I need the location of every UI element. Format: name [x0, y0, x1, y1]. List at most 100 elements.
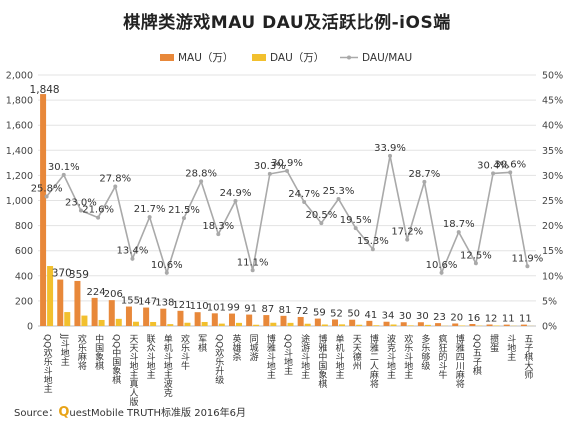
left-tick-label: 200 — [15, 296, 33, 307]
right-tick-label: 0% — [542, 322, 557, 333]
ratio-point — [302, 200, 307, 205]
mau-bar — [469, 323, 476, 326]
ratio-point — [336, 196, 341, 201]
left-tick-label: 600 — [15, 246, 33, 257]
ratio-point — [319, 221, 324, 226]
left-tick-label: 400 — [15, 271, 33, 282]
category-label: 单机斗地主 — [334, 333, 345, 379]
ratio-point — [181, 216, 186, 221]
category-label: QQ五子棋 — [471, 334, 482, 376]
right-tick-label: 15% — [542, 246, 563, 257]
left-tick-label: 800 — [15, 221, 33, 232]
mau-value-label: 59 — [313, 308, 326, 319]
mau-bar — [366, 320, 373, 326]
ratio-point — [422, 179, 427, 184]
category-label: 天天斗地主真人版 — [127, 334, 138, 407]
mau-value-label: 87 — [261, 304, 274, 315]
ratio-value-label: 17.2% — [391, 227, 423, 238]
mau-value-label: 72 — [296, 306, 309, 317]
category-label: 博雅二人麻将 — [368, 333, 379, 388]
mau-value-label: 20 — [450, 312, 463, 323]
source-text: uestMobile TRUTH标准版 2016年6月 — [69, 408, 247, 419]
ratio-value-label: 10.6% — [151, 260, 183, 271]
right-tick-label: 20% — [542, 221, 563, 232]
mau-value-label: 1,848 — [30, 84, 60, 96]
bars — [40, 94, 534, 327]
left-tick-label: 1,400 — [6, 146, 33, 157]
mau-value-label: 50 — [347, 309, 360, 320]
category-label: JJ斗地主 — [59, 333, 70, 366]
mau-bar — [280, 315, 287, 326]
ratio-point — [473, 261, 478, 266]
right-tick-label: 5% — [542, 296, 557, 307]
ratio-value-label: 15.3% — [357, 236, 389, 247]
category-label: 途游斗地主 — [299, 333, 310, 379]
right-tick-label: 35% — [542, 146, 563, 157]
category-label: 英雄杀 — [230, 333, 241, 361]
category-label: 欢乐斗牛 — [179, 333, 190, 371]
mau-bar — [417, 322, 424, 326]
mau-value-label: 41 — [364, 310, 377, 321]
dau-bar — [321, 324, 328, 326]
mau-bar — [332, 319, 339, 326]
right-axis: 0% 5% 10% 15% 20% 25% 30% 35% 40% 45% 50% — [542, 71, 563, 333]
mau-value-label: 11 — [519, 314, 532, 325]
mau-bar — [143, 307, 150, 326]
questmobile-logo-q: Q — [58, 405, 70, 420]
ratio-value-label: 24.9% — [220, 188, 252, 199]
dau-bar — [459, 325, 466, 326]
ratio-point — [78, 208, 83, 213]
mau-bar — [74, 280, 81, 326]
mau-bar — [211, 313, 218, 326]
ratio-point — [216, 232, 221, 237]
dau-bar — [493, 325, 500, 326]
mau-value-label: 110 — [190, 301, 209, 312]
left-axis: 0 200 400 600 800 1,000 1,200 1,400 1,600 1,800 2,… — [6, 71, 33, 333]
category-label: 斗地主 — [505, 334, 516, 361]
mau-bar — [228, 313, 235, 326]
ratio-value-label: 11.9% — [512, 253, 544, 264]
ratio-point — [285, 168, 289, 173]
mau-value-label: 155 — [121, 296, 140, 307]
right-tick-label: 40% — [542, 121, 563, 132]
ratio-point — [525, 264, 530, 269]
mau-value-label: 359 — [69, 269, 89, 281]
dau-bar — [235, 322, 242, 326]
ratio-point — [388, 153, 393, 158]
left-tick-label: 1,000 — [6, 196, 33, 207]
ratio-point — [439, 270, 444, 275]
mau-value-label: 23 — [433, 312, 446, 323]
category-label: QQ斗地主 — [282, 334, 293, 375]
category-label: QQ中国象棋 — [110, 334, 121, 385]
left-tick-label: 1,200 — [6, 171, 33, 182]
mau-bar — [297, 316, 304, 326]
ratio-value-label: 25.8% — [31, 183, 63, 194]
mau-bar — [160, 308, 167, 326]
ratio-value-label: 24.7% — [288, 189, 320, 200]
mau-bar — [125, 306, 132, 326]
mau-value-label: 34 — [382, 311, 395, 322]
mau-bar — [57, 279, 64, 326]
dau-bar — [407, 325, 414, 326]
ratio-value-label: 21.7% — [134, 204, 166, 215]
dau-bar — [339, 324, 346, 326]
category-label: 博雅中国象棋 — [316, 333, 327, 389]
ratio-point — [491, 171, 496, 176]
left-tick-label: 1,600 — [6, 121, 33, 132]
legend-mau-swatch — [160, 54, 174, 61]
dau-bar — [424, 324, 431, 326]
legend-mau-label: MAU（万） — [178, 52, 233, 64]
ratio-value-label: 33.9% — [374, 143, 406, 154]
mau-bar — [246, 314, 253, 326]
category-label: 联众斗地主 — [145, 334, 156, 379]
mau-value-label: 224 — [87, 287, 106, 298]
category-label: 五子棋大师 — [522, 334, 533, 380]
dau-bar — [287, 322, 294, 326]
left-tick-label: 0 — [27, 322, 33, 333]
dau-bar — [270, 322, 277, 326]
ratio-point — [405, 237, 410, 242]
ratio-point — [147, 215, 152, 220]
ratio-value-label: 30.3% — [254, 161, 286, 172]
dau-bar — [184, 322, 191, 326]
